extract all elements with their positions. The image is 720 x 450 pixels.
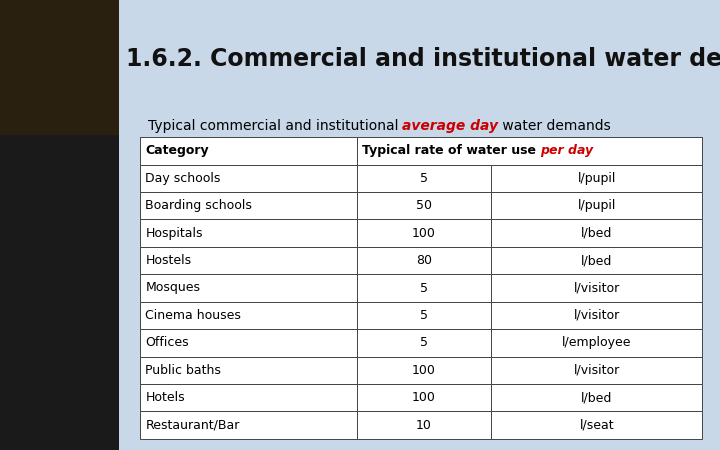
Text: l/visitor: l/visitor bbox=[574, 309, 620, 322]
Text: 5: 5 bbox=[420, 309, 428, 322]
Bar bbox=[356, 384, 491, 411]
Bar bbox=[140, 247, 356, 274]
Bar bbox=[140, 274, 356, 302]
Text: Mosques: Mosques bbox=[145, 282, 200, 294]
Text: Public baths: Public baths bbox=[145, 364, 221, 377]
Text: Offices: Offices bbox=[145, 336, 189, 349]
Text: Boarding schools: Boarding schools bbox=[145, 199, 252, 212]
Text: 50: 50 bbox=[416, 199, 432, 212]
Text: Day schools: Day schools bbox=[145, 172, 221, 185]
Bar bbox=[140, 356, 356, 384]
Bar bbox=[491, 329, 702, 356]
Bar bbox=[140, 137, 356, 165]
Text: 10: 10 bbox=[416, 418, 432, 432]
Bar bbox=[140, 220, 356, 247]
Bar bbox=[140, 384, 356, 411]
Text: l/visitor: l/visitor bbox=[574, 364, 620, 377]
Text: 1.6.2. Commercial and institutional water demand: 1.6.2. Commercial and institutional wate… bbox=[126, 47, 720, 71]
Text: 5: 5 bbox=[420, 336, 428, 349]
Text: water demands: water demands bbox=[498, 119, 611, 133]
Bar bbox=[140, 411, 356, 439]
Text: l/employee: l/employee bbox=[562, 336, 631, 349]
Text: Category: Category bbox=[145, 144, 209, 158]
Text: Restaurant/Bar: Restaurant/Bar bbox=[145, 418, 240, 432]
Bar bbox=[356, 192, 491, 220]
Bar bbox=[140, 329, 356, 356]
Text: Typical commercial and institutional: Typical commercial and institutional bbox=[148, 119, 402, 133]
Bar bbox=[356, 274, 491, 302]
Text: per day: per day bbox=[540, 144, 593, 158]
Text: Hospitals: Hospitals bbox=[145, 227, 203, 240]
Bar bbox=[491, 302, 702, 329]
Text: l/pupil: l/pupil bbox=[577, 199, 616, 212]
Text: Typical rate of water use: Typical rate of water use bbox=[361, 144, 540, 158]
Bar bbox=[356, 302, 491, 329]
Text: average day: average day bbox=[402, 119, 498, 133]
Bar bbox=[491, 192, 702, 220]
Bar bbox=[491, 247, 702, 274]
Bar bbox=[140, 165, 356, 192]
Text: l/bed: l/bed bbox=[581, 391, 613, 404]
Bar bbox=[0, 0, 119, 135]
Text: 80: 80 bbox=[416, 254, 432, 267]
Text: Hostels: Hostels bbox=[145, 254, 192, 267]
Bar bbox=[491, 274, 702, 302]
Bar bbox=[356, 137, 702, 165]
Bar bbox=[356, 247, 491, 274]
Bar bbox=[491, 411, 702, 439]
Text: l/visitor: l/visitor bbox=[574, 282, 620, 294]
Bar bbox=[356, 411, 491, 439]
Text: 5: 5 bbox=[420, 282, 428, 294]
Text: 5: 5 bbox=[420, 172, 428, 185]
Text: Cinema houses: Cinema houses bbox=[145, 309, 241, 322]
Bar bbox=[491, 165, 702, 192]
Text: 100: 100 bbox=[412, 364, 436, 377]
Bar bbox=[140, 302, 356, 329]
Bar bbox=[491, 356, 702, 384]
Text: Hotels: Hotels bbox=[145, 391, 185, 404]
Text: l/bed: l/bed bbox=[581, 254, 613, 267]
Bar bbox=[491, 220, 702, 247]
Bar bbox=[356, 220, 491, 247]
Text: l/seat: l/seat bbox=[580, 418, 614, 432]
Bar bbox=[140, 192, 356, 220]
Bar bbox=[356, 356, 491, 384]
Text: l/bed: l/bed bbox=[581, 227, 613, 240]
Text: 100: 100 bbox=[412, 391, 436, 404]
Text: 100: 100 bbox=[412, 227, 436, 240]
Bar bbox=[491, 384, 702, 411]
Text: l/pupil: l/pupil bbox=[577, 172, 616, 185]
Bar bbox=[356, 329, 491, 356]
Bar bbox=[0, 0, 119, 450]
Bar bbox=[356, 165, 491, 192]
